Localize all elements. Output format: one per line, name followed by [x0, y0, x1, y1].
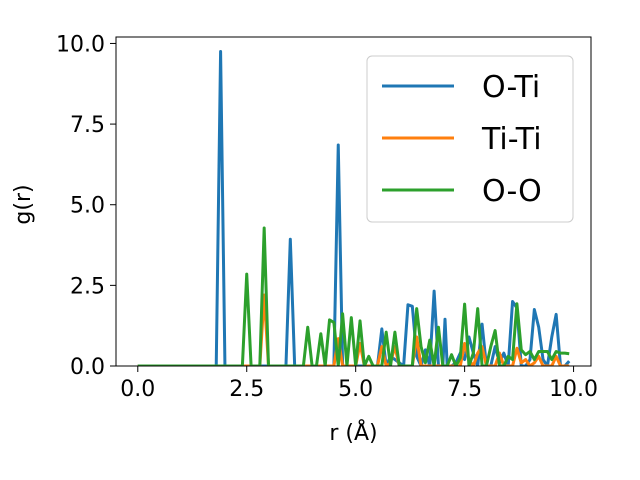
- legend-label-o-o: O-O: [482, 174, 542, 209]
- legend-box: [366, 55, 574, 223]
- series-line-o-o: [137, 226, 570, 366]
- plot-frame: [115, 36, 592, 367]
- series-line-o-ti: [137, 50, 571, 366]
- y-tick-label: 10.0: [56, 32, 105, 57]
- legend-label-o-ti: O-Ti: [482, 70, 540, 105]
- x-tick-label: 7.5: [447, 377, 482, 402]
- series-layer: [137, 50, 571, 366]
- x-tick-label: 2.5: [229, 377, 264, 402]
- x-axis: 0.0 2.5 5.0 7.5 10.0: [120, 366, 598, 402]
- y-tick-label: 7.5: [70, 113, 105, 138]
- legend-label-ti-ti: Ti-Ti: [481, 122, 542, 157]
- x-tick-label: 10.0: [549, 377, 598, 402]
- x-tick-label: 5.0: [338, 377, 373, 402]
- x-tick-label: 0.0: [120, 377, 155, 402]
- y-tick-label: 0.0: [70, 355, 105, 380]
- y-axis: 0.0 2.5 5.0 7.5 10.0: [56, 32, 116, 380]
- x-axis-label: r (Å): [329, 419, 377, 446]
- y-axis-label: g(r): [11, 184, 36, 224]
- legend: O-Ti Ti-Ti O-O: [366, 55, 574, 223]
- y-tick-label: 2.5: [70, 274, 105, 299]
- y-tick-label: 5.0: [70, 194, 105, 219]
